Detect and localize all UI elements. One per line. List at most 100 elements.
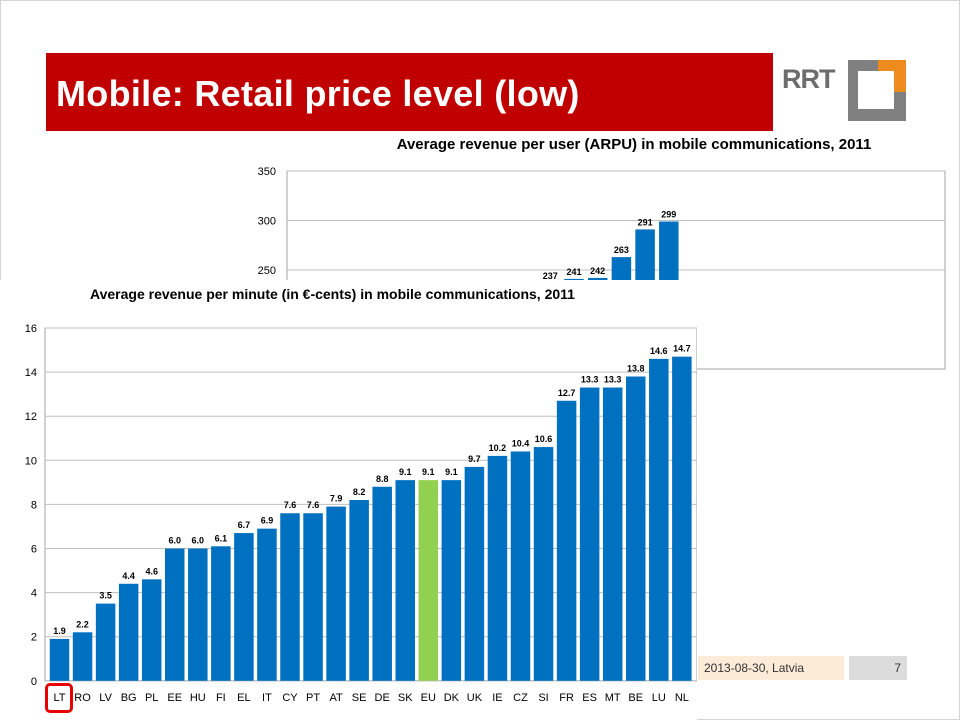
arpm-x-tick-label: CZ [513,692,528,704]
arpm-bar [672,356,692,681]
arpm-bar [556,400,577,681]
arpm-x-tick-label: MT [605,692,621,704]
arpm-x-tick-label: UK [467,692,483,704]
arpm-bar [464,466,485,681]
arpm-value-label: 9.1 [445,467,458,477]
arpm-bar [165,548,185,681]
arpm-value-label: 9.1 [422,467,435,477]
arpm-x-tick-label: FI [216,692,226,704]
arpm-value-label: 9.7 [468,454,481,464]
arpm-bar [118,583,139,681]
lt-highlight-circle [45,683,73,713]
rrt-logo: RRT [782,60,908,122]
arpu-y-tick-label: 300 [258,216,276,228]
arpm-value-label: 13.8 [627,364,645,374]
arpm-x-tick-label: SK [398,692,413,704]
arpu-value-label: 241 [566,267,581,277]
arpm-x-tick-label: DK [444,692,460,704]
arpm-bar [487,455,508,681]
arpm-x-tick-label: ES [582,692,597,704]
arpm-y-tick-label: 12 [25,411,37,423]
arpm-x-tick-label: EU [421,692,436,704]
logo-square-inner [858,71,894,109]
arpm-value-label: 10.2 [489,443,507,453]
arpm-x-tick-label: BG [121,692,137,704]
arpm-y-tick-label: 16 [25,323,37,335]
arpm-x-tick-label: NL [675,692,689,704]
arpm-bar [533,447,554,681]
arpm-value-label: 14.6 [650,346,668,356]
arpm-x-tick-label: HU [190,692,206,704]
arpu-value-label: 299 [661,209,676,219]
arpm-value-label: 6.7 [238,520,251,530]
arpm-value-label: 10.6 [535,434,553,444]
arpu-chart-title: Average revenue per user (ARPU) in mobil… [397,136,872,153]
arpu-y-tick-label: 350 [258,166,276,178]
arpm-chart-panel: Average revenue per minute (in €-cents) … [0,280,697,720]
logo-text: RRT [782,64,835,94]
arpm-bar [395,480,415,681]
arpm-value-label: 14.7 [673,344,691,354]
arpm-x-tick-label: SE [352,692,367,704]
arpm-bar [72,632,93,681]
arpm-bar [579,387,600,681]
arpm-value-label: 8.8 [376,474,389,484]
arpm-y-tick-label: 4 [31,588,37,600]
title-bar: Mobile: Retail price level (low) [46,53,773,131]
arpm-bar [234,533,254,681]
arpm-bar [211,546,231,681]
arpm-y-tick-label: 6 [31,544,37,556]
arpm-bar [510,451,531,681]
footer-text: 2013-08-30, Latvia [698,656,844,680]
arpm-x-tick-label: IT [262,692,272,704]
arpm-bar [49,638,70,681]
arpm-x-tick-label: DE [375,692,390,704]
arpu-value-label: 237 [543,271,558,281]
arpm-value-label: 9.1 [399,467,412,477]
arpm-value-label: 13.3 [581,375,599,385]
arpm-x-tick-label: EL [237,692,250,704]
arpm-x-tick-label: FR [559,692,574,704]
arpm-bar [95,603,116,681]
arpm-value-label: 4.4 [122,571,135,581]
arpm-bar [326,506,346,681]
arpm-y-tick-label: 0 [31,676,37,688]
arpm-bar [372,486,392,681]
arpm-value-label: 3.5 [99,591,112,601]
arpm-bar [626,376,646,681]
arpm-value-label: 6.0 [168,536,181,546]
arpm-chart-title: Average revenue per minute (in €-cents) … [90,286,575,302]
arpu-y-tick-label: 250 [258,265,276,277]
arpm-x-tick-label: AT [329,692,343,704]
arpm-bar [141,579,162,681]
arpm-x-tick-label: EE [167,692,182,704]
arpm-value-label: 7.9 [330,494,343,504]
arpm-value-label: 6.9 [261,516,274,526]
arpm-x-tick-label: SI [538,692,548,704]
arpm-y-tick-label: 14 [25,367,37,379]
arpm-x-tick-label: IE [492,692,502,704]
arpm-value-label: 8.2 [353,487,366,497]
arpm-value-label: 10.4 [512,438,530,448]
slide-title: Mobile: Retail price level (low) [56,73,580,114]
arpm-x-tick-label: LV [99,692,112,704]
arpm-value-label: 13.3 [604,375,622,385]
arpm-x-tick-label: BE [628,692,643,704]
arpm-value-label: 6.1 [215,533,228,543]
arpm-bar [602,387,623,681]
arpm-bar [349,499,369,681]
arpm-value-label: 2.2 [76,619,89,629]
arpm-value-label: 7.6 [307,500,320,510]
arpm-value-label: 4.6 [145,566,158,576]
arpm-bar [303,513,323,681]
arpu-value-label: 291 [638,217,653,227]
arpm-bar [257,528,277,681]
arpm-value-label: 12.7 [558,388,576,398]
arpm-y-tick-label: 10 [25,455,37,467]
arpm-chart: Average revenue per minute (in €-cents) … [25,286,697,704]
page-number: 7 [849,656,907,680]
arpm-bar [441,480,462,681]
arpm-value-label: 6.0 [192,536,205,546]
arpu-value-label: 242 [590,266,605,276]
arpm-x-tick-label: LU [652,692,666,704]
